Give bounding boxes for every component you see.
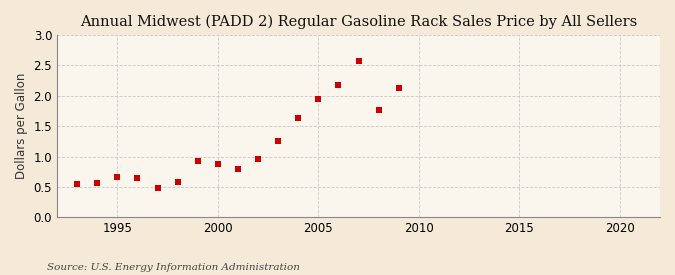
Point [213, 162, 223, 166]
Point [172, 180, 183, 184]
Point [232, 166, 243, 171]
Point [192, 159, 203, 163]
Point [112, 174, 123, 179]
Text: Source: U.S. Energy Information Administration: Source: U.S. Energy Information Administ… [47, 263, 300, 272]
Title: Annual Midwest (PADD 2) Regular Gasoline Rack Sales Price by All Sellers: Annual Midwest (PADD 2) Regular Gasoline… [80, 15, 637, 29]
Point [333, 83, 344, 87]
Point [92, 180, 103, 185]
Point [394, 86, 404, 90]
Point [152, 185, 163, 190]
Point [273, 139, 284, 143]
Point [293, 115, 304, 120]
Y-axis label: Dollars per Gallon: Dollars per Gallon [15, 73, 28, 179]
Point [373, 108, 384, 112]
Point [353, 59, 364, 63]
Point [313, 97, 324, 101]
Point [132, 176, 143, 180]
Point [252, 157, 263, 161]
Point [72, 182, 82, 186]
